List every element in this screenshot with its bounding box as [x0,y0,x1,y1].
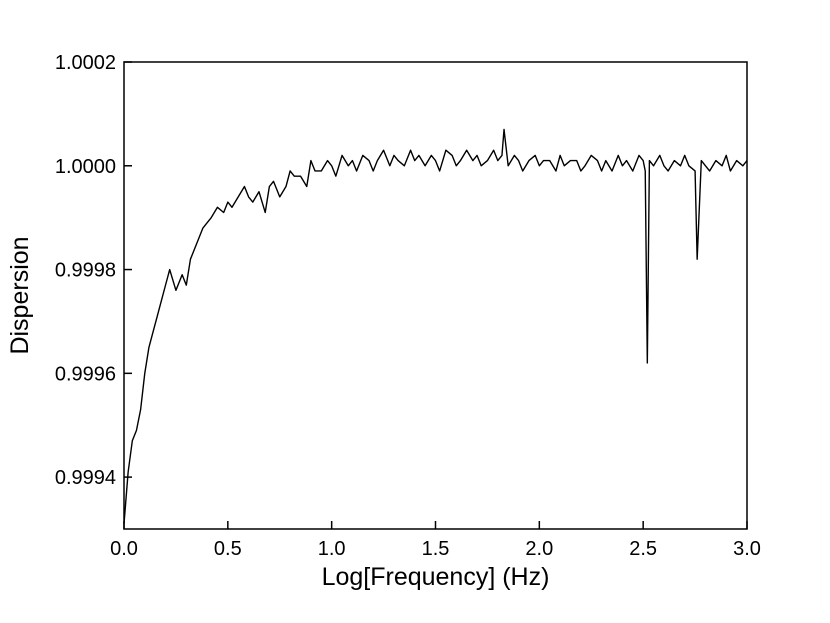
x-axis: 0.0 0.5 1.0 1.5 2.0 2.5 3.0 [110,521,761,560]
x-tick-label: 0.0 [110,538,138,560]
y-tick-label: 1.0000 [55,156,116,178]
series-line-0 [123,128,748,524]
x-tick-label: 2.5 [629,538,657,560]
x-tick-label: 1.0 [318,538,346,560]
y-tick-label: 0.9998 [55,260,116,282]
y-axis-label: Dispersion [6,236,34,354]
x-tick-label: 0.5 [214,538,242,560]
x-tick-label: 1.5 [422,538,450,560]
plot-series [123,128,748,524]
x-tick-label: 2.0 [525,538,553,560]
y-axis: 0.9994 0.9996 0.9998 1.0000 1.0002 [55,52,132,489]
x-axis-label: Log[Frequency] (Hz) [322,563,550,591]
y-tick-label: 0.9996 [55,363,116,385]
plot-frame [123,61,748,530]
x-tick-label: 3.0 [733,538,761,560]
y-tick-label: 0.9994 [55,467,116,489]
y-tick-label: 1.0002 [55,52,116,74]
